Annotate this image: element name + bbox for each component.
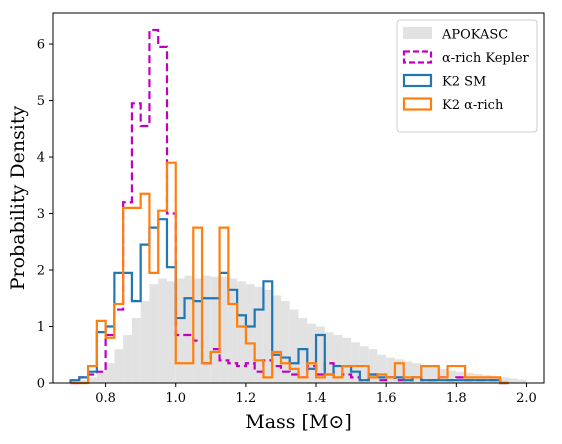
y-tick-label-2: 2 <box>37 264 45 279</box>
bar-apokasc-2 <box>88 377 97 383</box>
bar-apokasc-12 <box>175 278 185 383</box>
bar-apokasc-17 <box>219 276 229 383</box>
legend-swatch-2 <box>402 73 433 88</box>
bar-apokasc-33 <box>359 346 369 383</box>
plot-frame <box>52 12 545 384</box>
bar-apokasc-14 <box>193 278 203 383</box>
bar-apokasc-8 <box>140 301 150 383</box>
bar-apokasc-35 <box>377 354 387 383</box>
y-tick-label-3: 3 <box>37 207 45 222</box>
y-axis-label: Probability Density <box>7 105 29 290</box>
bar-apokasc-19 <box>237 281 246 383</box>
bar-apokasc-51 <box>517 379 527 383</box>
bar-apokasc-27 <box>307 323 317 383</box>
legend-label-1: α-rich Kepler <box>442 51 530 66</box>
x-tick-label-6: 2.0 <box>516 391 537 406</box>
axes: 0.8 1.0 1.2 1.4 1.6 1.8 2.0 0 1 2 3 4 5 6 <box>37 38 537 406</box>
bar-apokasc-24 <box>280 301 290 383</box>
y-tick-label-0: 0 <box>37 377 45 392</box>
bar-apokasc-16 <box>210 276 220 383</box>
bar-apokasc-38 <box>403 361 413 383</box>
bar-apokasc-42 <box>438 368 448 383</box>
x-tick-label-0: 0.8 <box>95 391 116 406</box>
bar-apokasc-25 <box>289 309 299 383</box>
bar-apokasc-20 <box>245 284 255 383</box>
bar-apokasc-11 <box>166 281 176 383</box>
bar-apokasc-46 <box>473 373 483 383</box>
bar-apokasc-23 <box>272 295 281 383</box>
legend-swatch-0 <box>403 27 432 39</box>
y-tick-label-4: 4 <box>37 151 45 166</box>
series-line-k2-rich <box>70 161 509 385</box>
bar-apokasc-1 <box>79 380 89 383</box>
bar-apokasc-36 <box>386 357 395 383</box>
y-tick-label-6: 6 <box>37 38 45 53</box>
legend-swatch-3 <box>402 97 433 111</box>
x-tick-label-3: 1.4 <box>306 391 327 406</box>
x-tick-label-1: 1.0 <box>165 391 186 406</box>
x-tick-label-5: 1.8 <box>446 391 467 406</box>
legend-label-2: K2 SM <box>442 75 486 90</box>
bar-apokasc-43 <box>447 370 457 383</box>
x-axis-label: Mass [M⊙] <box>245 411 352 433</box>
x-tick-label-4: 1.6 <box>376 391 397 406</box>
bar-apokasc-3 <box>96 371 106 383</box>
bar-apokasc-32 <box>351 342 360 383</box>
bar-apokasc-47 <box>482 375 492 383</box>
bar-apokasc-34 <box>368 349 378 383</box>
bar-apokasc-5 <box>114 349 124 383</box>
legend-label-3: K2 α-rich <box>442 98 504 113</box>
bar-apokasc-49 <box>500 377 509 383</box>
bar-apokasc-9 <box>149 284 159 383</box>
bar-apokasc-10 <box>158 278 167 383</box>
bar-apokasc-4 <box>105 363 115 383</box>
plot-area <box>69 28 527 385</box>
legend-swatch-1 <box>402 50 433 64</box>
bar-apokasc-15 <box>202 275 211 383</box>
bar-apokasc-7 <box>131 318 141 383</box>
bar-apokasc-39 <box>412 363 422 383</box>
series-line-k2-sm <box>69 218 509 385</box>
y-tick-label-1: 1 <box>37 320 45 335</box>
bar-apokasc-6 <box>123 334 132 383</box>
bar-apokasc-31 <box>342 337 352 383</box>
bar-apokasc-26 <box>298 318 308 383</box>
bar-apokasc-21 <box>254 286 264 383</box>
bar-apokasc-13 <box>184 275 194 383</box>
bar-apokasc-18 <box>228 278 238 383</box>
legend-label-0: APOKASC <box>441 28 508 43</box>
x-tick-label-2: 1.2 <box>236 391 257 406</box>
bar-apokasc-37 <box>394 359 404 383</box>
bar-apokasc-28 <box>316 326 325 383</box>
bar-apokasc-41 <box>430 367 439 383</box>
bar-apokasc-29 <box>324 332 334 383</box>
bar-apokasc-30 <box>333 334 343 383</box>
bar-apokasc-50 <box>508 378 518 383</box>
y-tick-label-5: 5 <box>37 94 45 109</box>
legend: APOKASC α-rich Kepler K2 SM K2 α-rich <box>396 19 538 133</box>
bar-apokasc-40 <box>421 366 431 383</box>
bar-apokasc-22 <box>263 289 273 383</box>
